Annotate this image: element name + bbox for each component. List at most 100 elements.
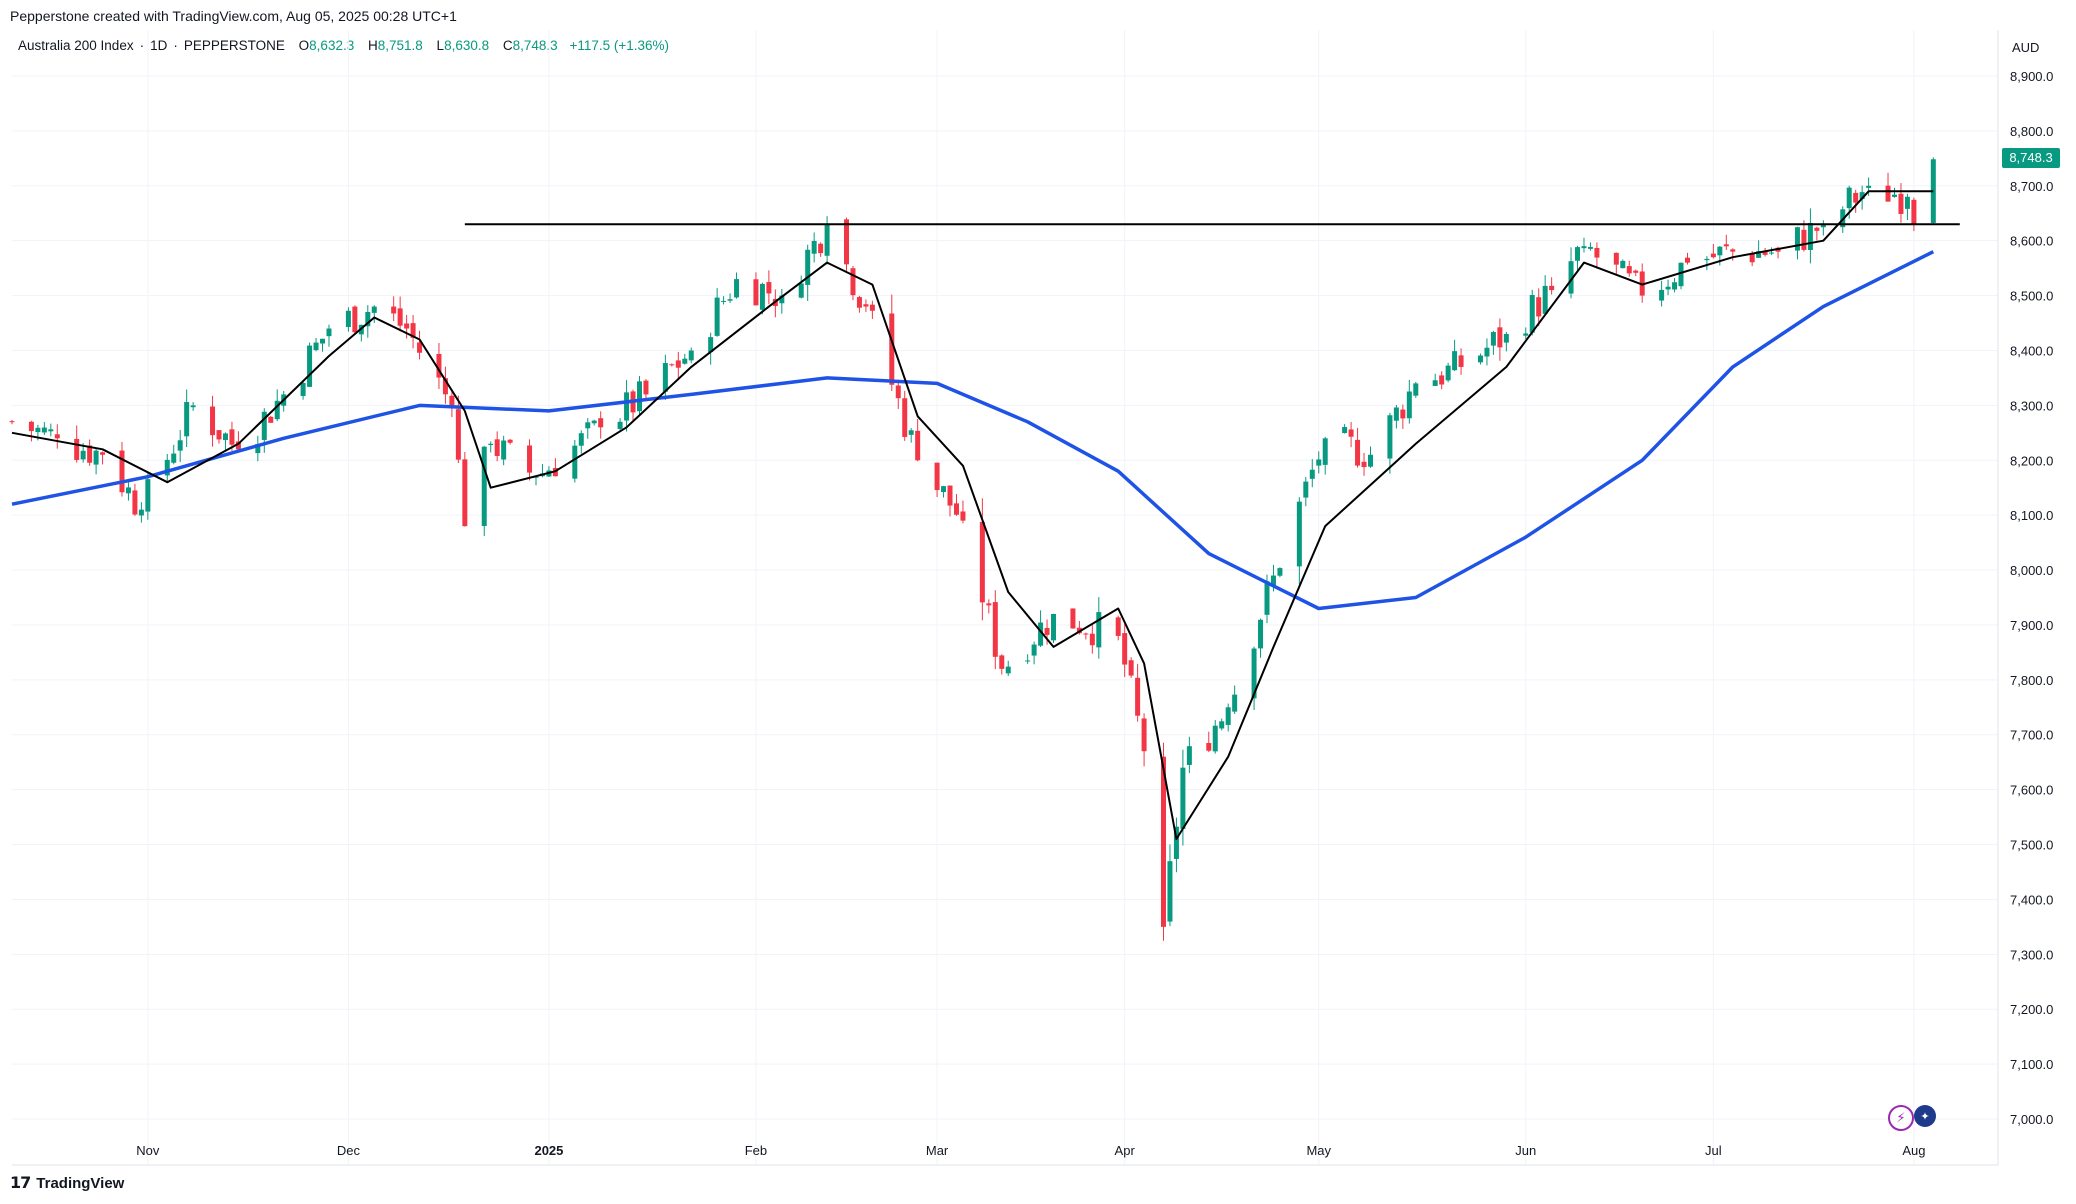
candle[interactable] — [371, 305, 377, 323]
candle[interactable] — [960, 500, 966, 524]
candle[interactable] — [1038, 610, 1044, 648]
candle[interactable] — [1549, 277, 1555, 295]
candle[interactable] — [953, 494, 959, 516]
candle[interactable] — [624, 380, 630, 432]
candle[interactable] — [1258, 618, 1264, 658]
candle[interactable] — [1160, 742, 1166, 941]
candle[interactable] — [1316, 451, 1322, 474]
candle[interactable] — [643, 379, 649, 400]
candle[interactable] — [28, 420, 34, 442]
candle[interactable] — [1031, 641, 1037, 665]
candle[interactable] — [1497, 318, 1503, 361]
candle[interactable] — [1503, 331, 1509, 352]
candle[interactable] — [481, 445, 487, 536]
candle[interactable] — [54, 424, 60, 449]
candle[interactable] — [1814, 226, 1820, 241]
candle[interactable] — [365, 305, 371, 338]
candle[interactable] — [818, 242, 824, 257]
candle[interactable] — [1477, 353, 1483, 365]
candle[interactable] — [1587, 242, 1593, 251]
candle[interactable] — [850, 265, 856, 301]
candle[interactable] — [1885, 172, 1891, 202]
candle[interactable] — [999, 654, 1005, 675]
candle[interactable] — [1620, 259, 1626, 269]
candle[interactable] — [1594, 242, 1600, 269]
candle[interactable] — [1523, 327, 1529, 340]
candle[interactable] — [235, 431, 241, 453]
candle[interactable] — [1853, 189, 1859, 213]
candle[interactable] — [1911, 197, 1917, 232]
candle[interactable] — [210, 395, 216, 447]
candle[interactable] — [1490, 330, 1496, 355]
candle[interactable] — [1445, 362, 1451, 383]
candle[interactable] — [1432, 373, 1438, 386]
candle[interactable] — [1439, 371, 1445, 390]
candle[interactable] — [1083, 632, 1089, 640]
candle[interactable] — [1096, 597, 1102, 659]
candle[interactable] — [630, 389, 636, 423]
candle[interactable] — [915, 418, 921, 462]
candle[interactable] — [941, 485, 947, 498]
candle[interactable] — [1173, 817, 1179, 873]
candle[interactable] — [190, 402, 196, 411]
candle[interactable] — [1115, 615, 1121, 641]
candle[interactable] — [1542, 275, 1548, 316]
candle[interactable] — [1723, 234, 1729, 250]
candle[interactable] — [1089, 625, 1095, 654]
candle[interactable] — [320, 338, 326, 352]
candle[interactable] — [1368, 446, 1374, 468]
candle[interactable] — [397, 296, 403, 332]
candle[interactable] — [216, 430, 222, 444]
candle[interactable] — [1186, 736, 1192, 774]
candle[interactable] — [1794, 226, 1800, 260]
candle[interactable] — [1303, 476, 1309, 507]
currency-label[interactable]: AUD — [2012, 40, 2040, 55]
candle[interactable] — [811, 232, 817, 263]
candle[interactable] — [1005, 660, 1011, 677]
candle[interactable] — [1122, 623, 1128, 678]
candle[interactable] — [404, 314, 410, 339]
candle[interactable] — [1717, 246, 1723, 266]
candle[interactable] — [442, 366, 448, 404]
candle[interactable] — [844, 217, 850, 271]
candle[interactable] — [636, 376, 642, 417]
candle[interactable] — [1322, 436, 1328, 475]
candle[interactable] — [1206, 731, 1212, 753]
candle[interactable] — [100, 451, 106, 465]
candle[interactable] — [184, 389, 190, 448]
candle[interactable] — [1730, 248, 1736, 261]
candle[interactable] — [300, 380, 306, 400]
candle[interactable] — [255, 435, 261, 462]
candle[interactable] — [119, 441, 125, 497]
candle[interactable] — [527, 439, 533, 481]
candle[interactable] — [417, 330, 423, 360]
candle[interactable] — [132, 483, 138, 516]
candle[interactable] — [1639, 263, 1645, 303]
candle[interactable] — [856, 295, 862, 313]
candle[interactable] — [1361, 452, 1367, 476]
candle[interactable] — [164, 454, 170, 482]
candle[interactable] — [1452, 339, 1458, 372]
candle[interactable] — [449, 390, 455, 418]
candle[interactable] — [1659, 280, 1665, 307]
candle[interactable] — [1807, 208, 1813, 264]
candle[interactable] — [1219, 718, 1225, 731]
interval[interactable]: 1D — [150, 38, 168, 53]
candle[interactable] — [1225, 703, 1231, 732]
candle[interactable] — [863, 299, 869, 312]
candle[interactable] — [171, 444, 177, 465]
candle[interactable] — [714, 288, 720, 337]
candle[interactable] — [1141, 713, 1147, 767]
symbol-name[interactable]: Australia 200 Index — [18, 38, 134, 53]
candle[interactable] — [708, 332, 714, 365]
candle[interactable] — [138, 502, 144, 523]
candle[interactable] — [229, 421, 235, 451]
australia-flag-icon[interactable]: ✦ — [1914, 1105, 1936, 1127]
candle[interactable] — [501, 435, 507, 466]
candle[interactable] — [1684, 252, 1690, 265]
candle[interactable] — [313, 337, 319, 352]
candle[interactable] — [1710, 243, 1716, 259]
candle[interactable] — [1167, 844, 1173, 927]
candle[interactable] — [1613, 252, 1619, 275]
